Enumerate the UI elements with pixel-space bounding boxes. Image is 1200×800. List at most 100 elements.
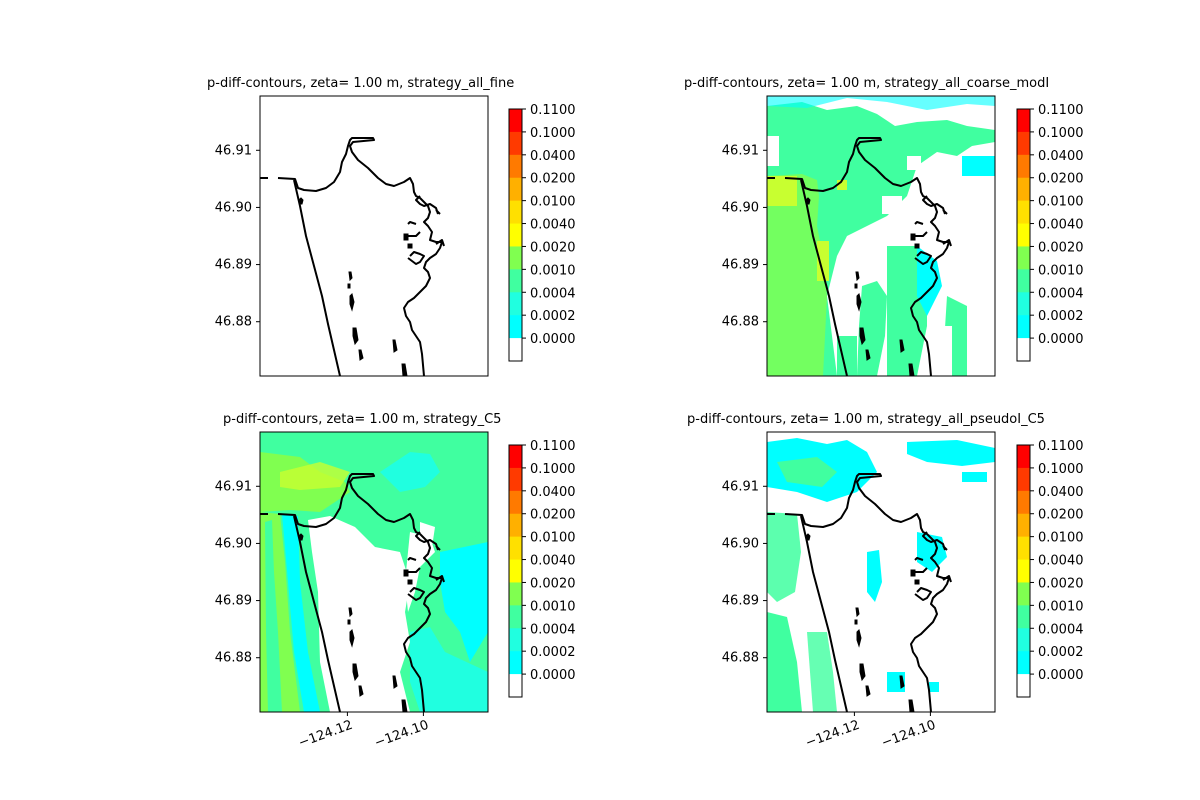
colorbar-band <box>1017 246 1030 270</box>
plot-frame <box>766 95 996 377</box>
x-axis: −124.12 −124.10 <box>297 712 431 751</box>
colorbar-band <box>1017 536 1030 561</box>
island <box>349 293 355 312</box>
island <box>348 607 353 618</box>
y-axis: 46.91 46.90 46.89 46.88 <box>215 479 260 666</box>
island <box>855 271 860 282</box>
island <box>910 233 916 241</box>
colorbar-band <box>1017 467 1030 492</box>
coastline-path <box>914 575 952 601</box>
colorbar-band <box>1017 674 1030 698</box>
y-tick-label: 46.88 <box>722 315 759 330</box>
colorbar-band <box>509 445 522 469</box>
island <box>859 327 866 346</box>
y-axis: 46.91 46.90 46.89 46.88 <box>722 479 767 666</box>
colorbar-band <box>1017 651 1030 675</box>
colorbar-tick-label: 0.0020 <box>530 576 576 591</box>
y-tick-label: 46.88 <box>215 315 252 330</box>
colorbar-tick-label: 0.0004 <box>530 286 576 301</box>
plot-frame <box>766 431 996 713</box>
colorbar-band <box>1017 605 1030 629</box>
colorbar-tick-label: 0.0200 <box>530 172 576 187</box>
island <box>805 197 811 205</box>
colorbar-tick-label: 0.0000 <box>1038 332 1084 347</box>
coastline <box>767 473 952 712</box>
colorbar-tick-label: 0.0200 <box>1038 172 1084 187</box>
coastline-path <box>767 137 950 376</box>
colorbar-tick-label: 0.0000 <box>530 332 576 347</box>
island <box>347 283 351 289</box>
colorbar-tick-label: 0.1000 <box>530 462 576 477</box>
x-axis: −124.12 −124.10 <box>804 712 938 751</box>
panel-title: p-diff-contours, zeta= 1.00 m, strategy_… <box>207 76 514 91</box>
y-tick-label: 46.89 <box>215 258 252 273</box>
plot-frame <box>259 431 489 713</box>
colorbar-band <box>509 674 522 698</box>
panel-title: p-diff-contours, zeta= 1.00 m, strategy_… <box>687 412 1045 427</box>
colorbar-tick-label: 0.0020 <box>1038 576 1084 591</box>
colorbar-tick-label: 0.1100 <box>1038 103 1084 118</box>
panel-strategy-c5: p-diff-contours, zeta= 1.00 m, strategy_… <box>215 412 502 751</box>
panel-title: p-diff-contours, zeta= 1.00 m, strategy_… <box>684 76 1049 91</box>
island <box>403 233 409 241</box>
island <box>908 699 915 712</box>
coastline-path <box>260 473 443 712</box>
y-tick-label: 46.88 <box>722 651 759 666</box>
island <box>358 685 364 697</box>
coastline-path <box>913 195 948 237</box>
colorbar-band <box>509 200 522 225</box>
y-tick-label: 46.89 <box>215 594 252 609</box>
y-tick-label: 46.90 <box>215 200 252 215</box>
colorbar-band <box>1017 292 1030 316</box>
colorbar-tick-label: 0.0002 <box>530 309 576 324</box>
y-tick-label: 46.91 <box>722 479 759 494</box>
channel-line <box>800 179 848 376</box>
coastline-path <box>914 239 952 265</box>
colorbar-band <box>1017 559 1030 583</box>
colorbar-band <box>1017 177 1030 202</box>
colorbar: 0.1100 0.1000 0.0400 0.0200 0.0100 0.0040 0.00… <box>1016 103 1084 362</box>
island <box>407 243 413 249</box>
island <box>865 349 871 361</box>
island <box>352 327 359 346</box>
colorbar-tick-label: 0.0004 <box>1038 622 1084 637</box>
y-tick-label: 46.91 <box>215 143 252 158</box>
coastline-path <box>407 239 445 265</box>
island <box>347 619 351 625</box>
colorbar-tick-label: 0.0002 <box>530 645 576 660</box>
colorbar-band <box>1017 154 1030 179</box>
colorbar-tick-label: 0.1000 <box>1038 126 1084 141</box>
island <box>349 629 355 648</box>
island <box>854 283 858 289</box>
colorbar-tick-label: 0.0000 <box>530 668 576 683</box>
island <box>403 569 409 577</box>
panel-strategy-all-coarse-modi: p-diff-contours, zeta= 1.00 m, strategy_… <box>684 76 1049 377</box>
colorbar-tick-label: 0.1100 <box>530 103 576 118</box>
colorbar-band <box>509 131 522 156</box>
colorbar-tick-label: 0.0010 <box>1038 599 1084 614</box>
colorbar-band <box>509 582 522 606</box>
x-tick-label: −124.12 <box>297 718 355 751</box>
colorbar-frame <box>1016 444 1031 698</box>
colorbar-tick-label: 0.1000 <box>530 126 576 141</box>
coastline-path <box>406 531 441 573</box>
colorbar-band <box>1017 109 1030 133</box>
colorbar-tick-label: 0.0100 <box>1038 531 1084 546</box>
island <box>855 607 860 618</box>
island <box>910 569 916 577</box>
island <box>865 685 871 697</box>
colorbar-band <box>1017 338 1030 362</box>
y-tick-label: 46.89 <box>722 258 759 273</box>
colorbar-band <box>1017 490 1030 515</box>
colorbar-band <box>1017 582 1030 606</box>
colorbar-tick-label: 0.0040 <box>530 554 576 569</box>
colorbar-tick-label: 0.0010 <box>530 263 576 278</box>
island <box>401 363 408 376</box>
colorbar-band <box>509 628 522 652</box>
colorbar-tick-label: 0.0400 <box>1038 149 1084 164</box>
island <box>899 339 905 353</box>
y-tick-label: 46.91 <box>215 479 252 494</box>
colorbar-tick-label: 0.1100 <box>1038 439 1084 454</box>
colorbar-band <box>1017 200 1030 225</box>
